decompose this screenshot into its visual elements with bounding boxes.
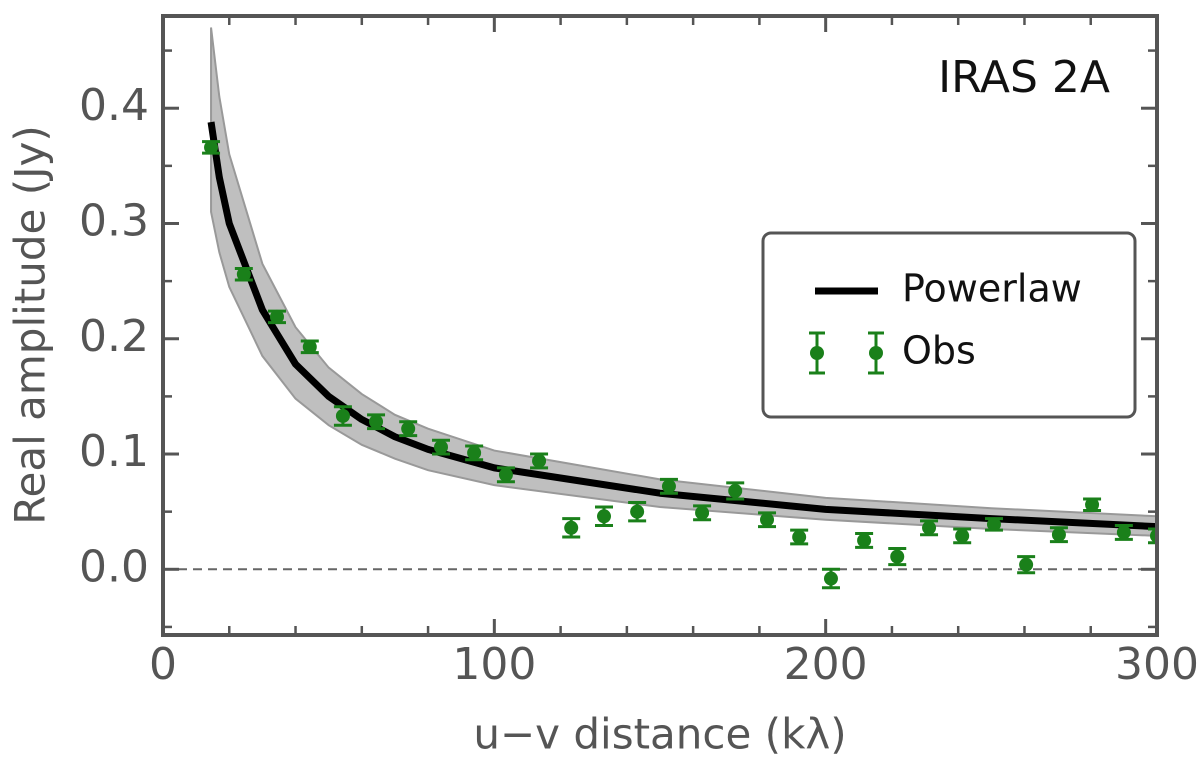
legend-marker bbox=[869, 346, 883, 360]
annotation: IRAS 2A bbox=[938, 52, 1110, 103]
plot-frame bbox=[161, 14, 1159, 637]
x-tick-label: 200 bbox=[784, 639, 868, 690]
data-point bbox=[1051, 527, 1066, 542]
y-tick-label: 0.3 bbox=[79, 195, 149, 246]
legend-marker bbox=[810, 346, 824, 360]
x-tick-label: 0 bbox=[149, 639, 177, 690]
y-axis-label: Real amplitude (Jy) bbox=[6, 125, 55, 525]
data-point bbox=[498, 467, 513, 482]
data-point bbox=[401, 421, 416, 436]
y-tick-label: 0.4 bbox=[79, 80, 149, 131]
data-point bbox=[955, 528, 970, 543]
data-point bbox=[1116, 525, 1131, 540]
data-point bbox=[467, 445, 482, 460]
data-point bbox=[369, 414, 384, 429]
legend-label: Obs bbox=[902, 329, 976, 373]
y-tick-label: 0.1 bbox=[79, 426, 149, 477]
data-point bbox=[890, 549, 905, 564]
data-point bbox=[564, 520, 579, 535]
data-point bbox=[823, 571, 838, 586]
data-point bbox=[695, 505, 710, 520]
data-point bbox=[1019, 557, 1034, 572]
y-tick-label: 0.0 bbox=[79, 541, 149, 592]
data-point bbox=[760, 512, 775, 527]
data-point bbox=[269, 309, 284, 324]
data-point bbox=[661, 479, 676, 494]
data-point bbox=[728, 483, 743, 498]
x-tick-label: 100 bbox=[452, 639, 536, 690]
y-tick-label: 0.2 bbox=[79, 311, 149, 362]
data-point bbox=[335, 408, 350, 423]
data-point bbox=[532, 453, 547, 468]
data-point bbox=[204, 140, 219, 155]
x-axis-label: u−v distance (kλ) bbox=[473, 710, 846, 759]
confidence-band bbox=[210, 27, 1157, 537]
legend-box bbox=[761, 231, 1137, 419]
data-point bbox=[857, 533, 872, 548]
data-point bbox=[433, 440, 448, 455]
data-point bbox=[986, 517, 1001, 532]
data-point bbox=[630, 504, 645, 519]
legend: Powerlaw Obs bbox=[761, 231, 1137, 419]
data-point bbox=[236, 267, 251, 282]
data-point bbox=[1085, 497, 1100, 512]
legend-label: Powerlaw bbox=[902, 267, 1082, 311]
data-point bbox=[792, 530, 807, 545]
data-point bbox=[302, 339, 317, 354]
plot-area bbox=[163, 27, 1157, 590]
x-tick-label: 300 bbox=[1115, 639, 1199, 690]
data-point bbox=[597, 509, 612, 524]
data-point bbox=[922, 520, 937, 535]
